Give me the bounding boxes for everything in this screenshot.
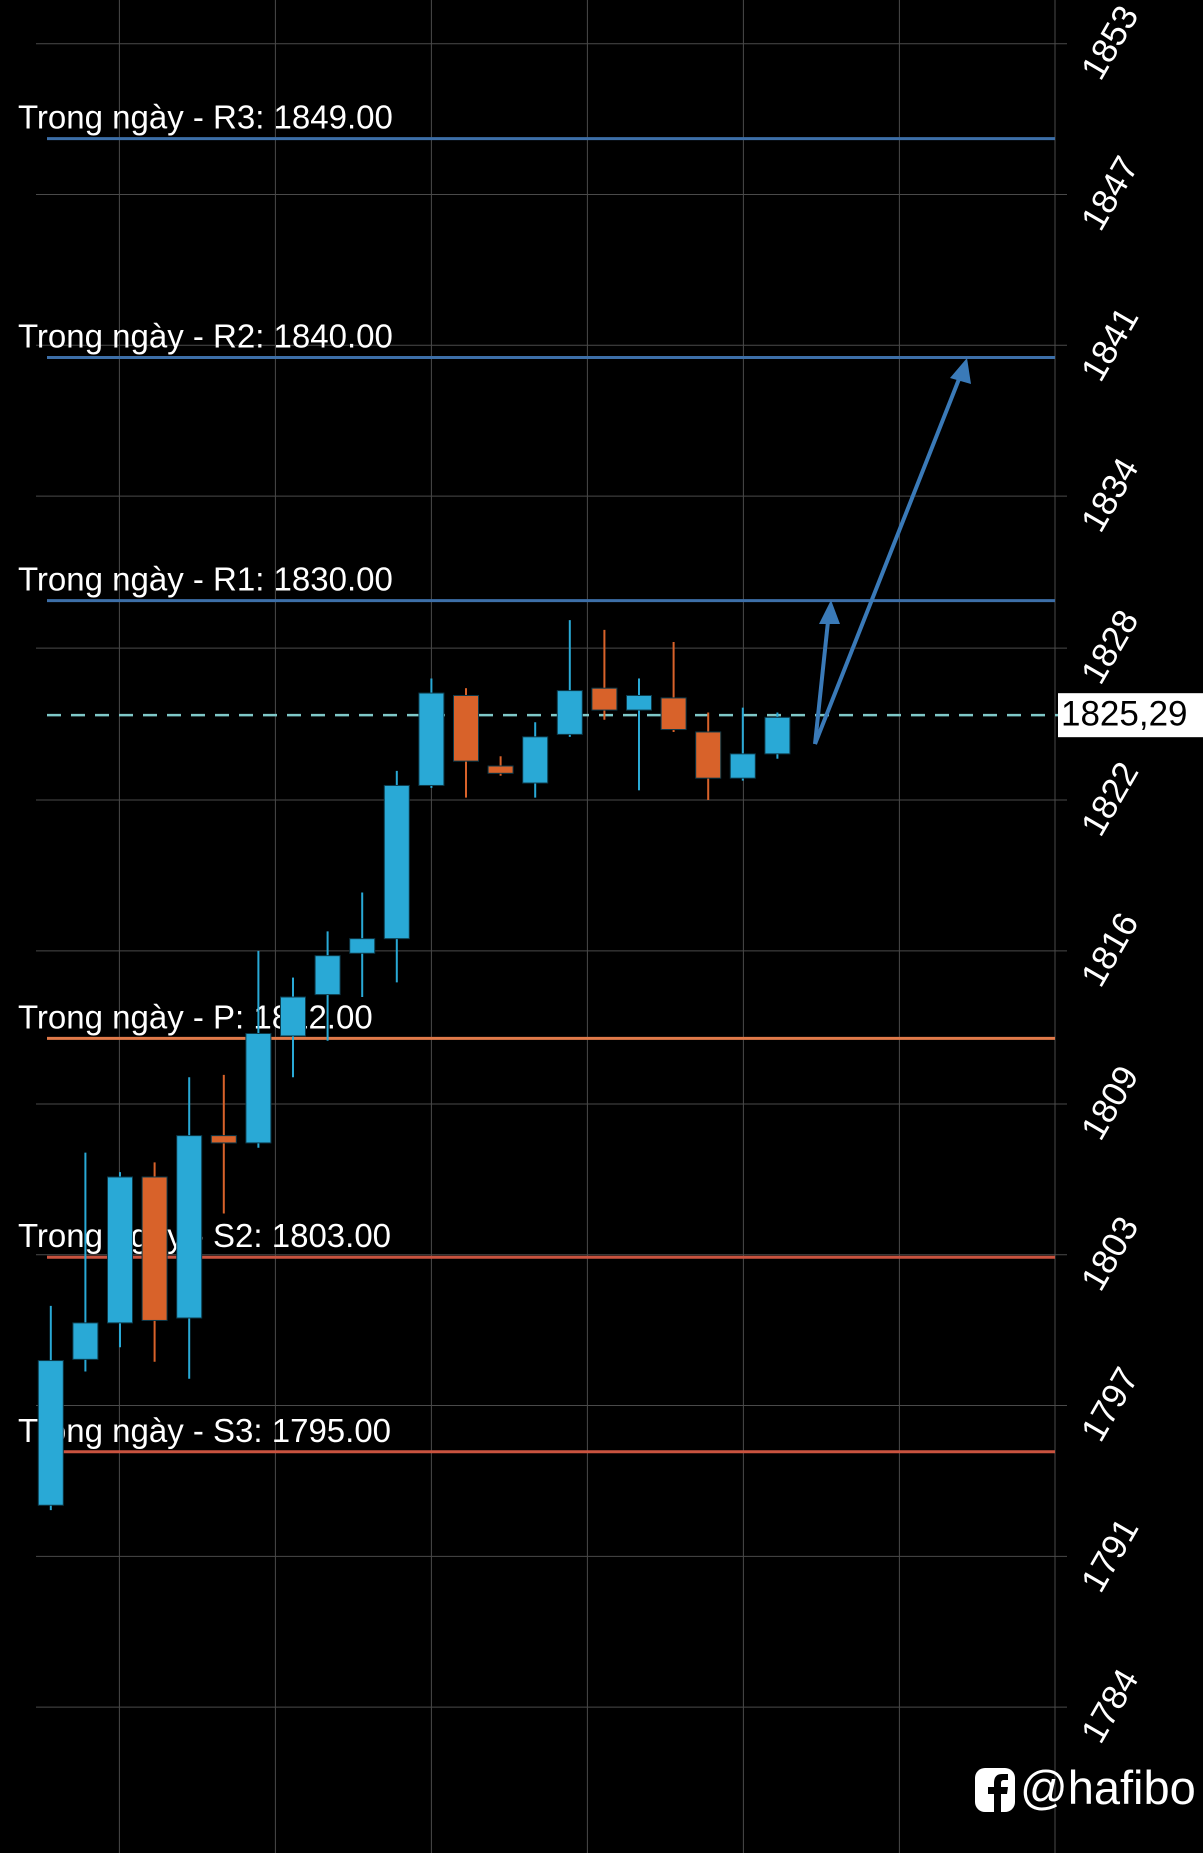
last-price-label: 1825,29 [1061, 694, 1188, 733]
level-label: Trong ngày - R3: 1849.00 [18, 99, 393, 136]
candle-body [314, 955, 341, 996]
candle-body [176, 1135, 203, 1319]
candle-body [107, 1176, 133, 1324]
level-label: Trong ngày - S3: 1795.00 [18, 1412, 391, 1449]
candle-body [729, 753, 756, 779]
candle-body [418, 692, 445, 786]
candle-body [141, 1176, 168, 1321]
levels: Trong ngày - R3: 1849.00 Trong ngày - R2:… [18, 99, 1058, 1454]
candle-body [245, 1032, 272, 1144]
watermark-text: @hafibo [1020, 1761, 1196, 1814]
level-label: Trong ngày - R2: 1840.00 [18, 317, 393, 354]
watermark: @hafibo [975, 1761, 1196, 1814]
candle-body [695, 731, 722, 779]
candle-body [210, 1135, 237, 1144]
arrow-long [813, 373, 963, 745]
candle-body [522, 736, 549, 784]
level-label: Trong ngày - R1: 1830.00 [18, 561, 393, 598]
level-label: Trong ngày - S2: 1803.00 [18, 1217, 391, 1254]
candle-body [487, 765, 514, 774]
arrow-head [950, 358, 971, 384]
candle-body [764, 716, 791, 755]
forecast-arrows [813, 358, 971, 745]
candle-body [383, 784, 410, 940]
arrow-short [813, 611, 831, 745]
candle-body [453, 694, 479, 762]
candle-body [626, 694, 652, 711]
level-label: Trong ngày - P: 1812.00 [18, 998, 373, 1035]
candle-body [660, 697, 687, 731]
candle-body [591, 687, 618, 711]
candle-body [37, 1360, 64, 1506]
arrow-head [819, 600, 840, 624]
candles [37, 620, 791, 1511]
last-price-box [1058, 693, 1203, 738]
grid [36, 0, 1067, 1853]
candle-body [556, 690, 583, 735]
candle-body [349, 938, 376, 954]
candle-body [72, 1322, 99, 1360]
candle-body [280, 996, 306, 1037]
fb-f [988, 1774, 1008, 1812]
